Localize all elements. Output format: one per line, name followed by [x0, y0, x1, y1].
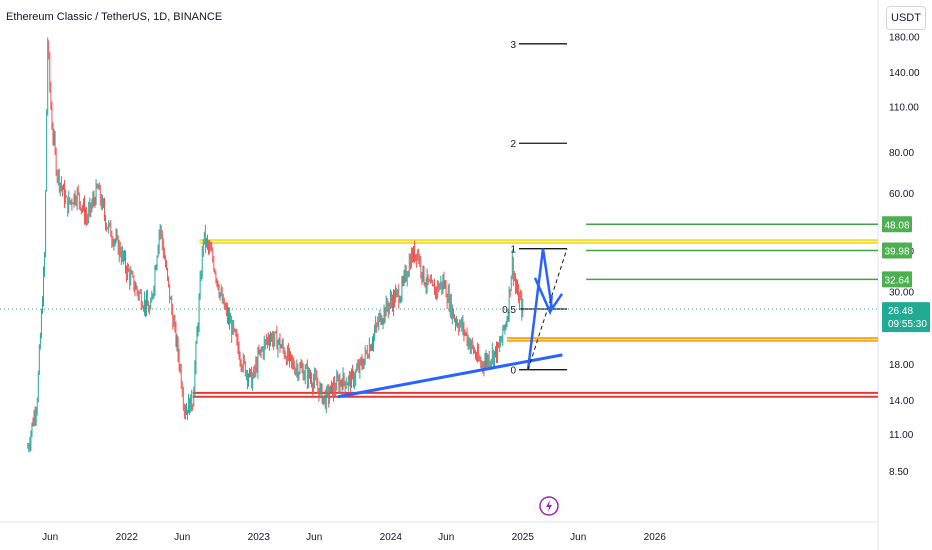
y-tick-label: 14.00 [889, 396, 914, 407]
y-tick-label: 30.00 [889, 287, 914, 298]
fib-level-label: 1 [510, 245, 516, 256]
x-tick-label: Jun [438, 532, 454, 543]
x-tick-label: 2025 [512, 532, 535, 543]
fib-level-label: 2 [510, 139, 516, 150]
x-tick-label: 2022 [116, 532, 139, 543]
target-price-badge: 48.08 [882, 216, 912, 233]
badge-label: 39.98 [884, 247, 909, 258]
y-tick-label: 80.00 [889, 148, 914, 159]
fib-level-label: 0.5 [502, 305, 516, 316]
x-tick-label: Jun [306, 532, 322, 543]
fib-dashed-diagonal [527, 248, 568, 370]
x-tick-label: Jun [570, 532, 586, 543]
y-tick-label: 110.00 [889, 103, 919, 114]
x-tick-label: Jun [174, 532, 190, 543]
arrow-head [543, 296, 553, 316]
badge-bg [882, 242, 912, 259]
x-tick-label: 2023 [248, 532, 271, 543]
badge-label: 32.64 [884, 275, 909, 286]
badge-bg [882, 271, 912, 288]
target-price-badge: 32.64 [882, 271, 912, 288]
y-tick-label: 18.00 [889, 360, 914, 371]
countdown-value: 09:55:30 [888, 319, 927, 330]
chart-title: Ethereum Classic / TetherUS, 1D, BINANCE [6, 11, 223, 23]
y-tick-label: 140.00 [889, 68, 920, 79]
y-tick-label: 60.00 [889, 189, 914, 200]
fib-level-label: 0 [510, 366, 516, 377]
current-price-value: 26.48 [888, 306, 913, 317]
target-price-badge: 39.98 [882, 242, 912, 259]
y-tick-label: 8.50 [889, 467, 909, 478]
fib-projection-path [526, 248, 554, 370]
badge-bg [882, 302, 930, 333]
badge-label: 48.08 [884, 220, 909, 231]
x-tick-label: Jun [42, 532, 58, 543]
x-tick-label: 2026 [644, 532, 667, 543]
fib-level-label: 3 [510, 40, 516, 51]
badge-bg [882, 216, 912, 233]
candles-group [27, 37, 524, 453]
lightning-bolt [546, 500, 552, 512]
current-price-badge: 26.48 09:55:30 [882, 302, 930, 333]
currency-button[interactable]: USDT [886, 6, 926, 30]
blue-trendline [337, 353, 563, 399]
y-tick-label: 11.00 [889, 430, 914, 441]
y-tick-label: 180.00 [889, 33, 920, 44]
x-tick-label: 2024 [380, 532, 403, 543]
